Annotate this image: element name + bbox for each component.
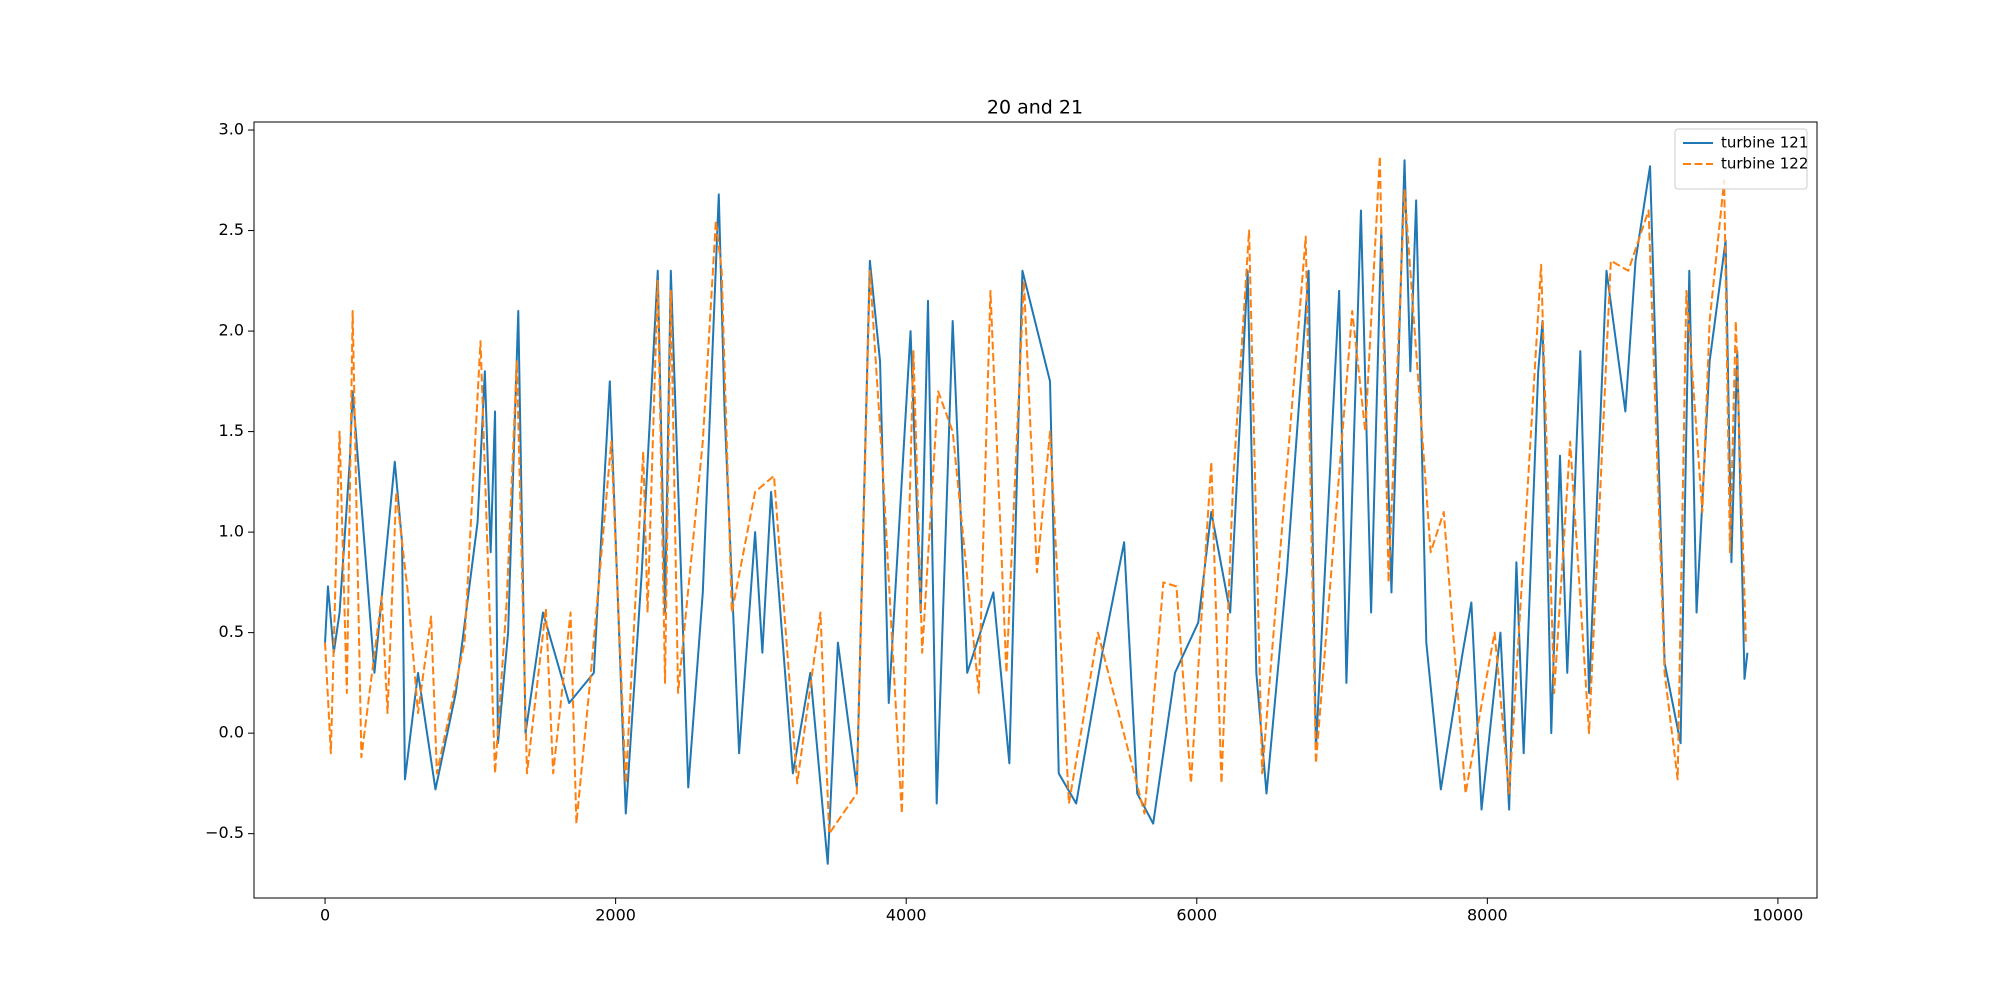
y-tick-label: 2.5 — [219, 220, 244, 239]
x-tick-label: 6000 — [1176, 906, 1217, 925]
x-tick-label: 4000 — [886, 906, 927, 925]
y-tick-label: 1.0 — [219, 522, 244, 541]
chart-title: 20 and 21 — [987, 97, 1083, 119]
y-tick-label: 0.5 — [219, 622, 244, 641]
x-tick-label: 8000 — [1467, 906, 1508, 925]
y-tick-label: 2.0 — [219, 321, 244, 340]
series-line — [324, 155, 1747, 835]
y-tick-label: 3.0 — [219, 120, 244, 139]
axes-frame — [253, 121, 1818, 899]
x-tick-label: 0 — [320, 906, 330, 925]
series-line — [324, 159, 1749, 865]
x-tick-label: 10000 — [1752, 906, 1803, 925]
y-tick-label: −0.5 — [205, 823, 244, 842]
legend: turbine 121 turbine 122 — [1674, 128, 1808, 190]
plot-area — [324, 155, 1749, 865]
y-tick-label: 1.5 — [219, 421, 244, 440]
legend-label: turbine 122 — [1721, 155, 1808, 173]
legend-label: turbine 121 — [1721, 134, 1808, 152]
x-tick-label: 2000 — [595, 906, 636, 925]
y-tick-label: 0.0 — [219, 723, 244, 742]
